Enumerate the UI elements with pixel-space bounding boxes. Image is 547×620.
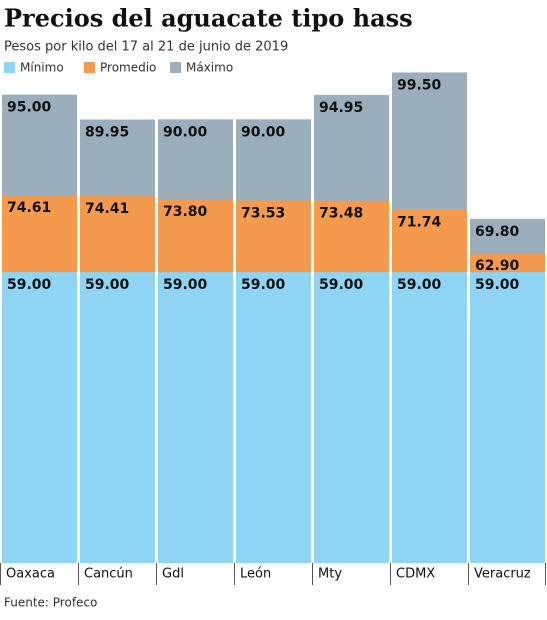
value-label: 89.95 — [85, 125, 129, 141]
x-tick-label: CDMX — [396, 567, 435, 582]
legend-label: Mínimo — [20, 61, 64, 75]
bar — [470, 272, 545, 563]
value-label: 62.90 — [475, 258, 520, 274]
value-label: 59.00 — [85, 277, 130, 293]
chart-subtitle: Pesos por kilo del 17 al 21 de junio de … — [4, 40, 288, 55]
bar — [158, 272, 233, 563]
bar — [236, 272, 311, 563]
legend-swatch — [170, 62, 181, 73]
bar — [314, 272, 389, 563]
value-label: 74.61 — [7, 200, 51, 216]
value-label: 59.00 — [475, 277, 520, 293]
bar — [80, 272, 155, 563]
legend-swatch — [4, 62, 15, 73]
value-label: 90.00 — [241, 124, 286, 140]
value-label: 73.48 — [319, 206, 363, 222]
value-label: 59.00 — [241, 277, 286, 293]
value-label: 90.00 — [163, 124, 208, 140]
x-tick-label: León — [240, 567, 271, 582]
x-tick-label: Veracruz — [474, 567, 531, 582]
value-label: 59.00 — [319, 277, 364, 293]
value-label: 59.00 — [7, 277, 52, 293]
value-label: 69.80 — [475, 224, 520, 240]
bar — [2, 272, 77, 563]
x-tick-label: Mty — [318, 567, 342, 582]
bar — [392, 272, 467, 563]
chart-title: Precios del aguacate tipo hass — [4, 4, 413, 33]
x-tick-label: Cancún — [84, 567, 133, 582]
value-label: 74.41 — [85, 201, 129, 217]
x-tick-label: Oaxaca — [6, 567, 55, 582]
value-label: 99.50 — [397, 77, 442, 93]
value-label: 59.00 — [163, 277, 208, 293]
legend-label: Máximo — [186, 61, 233, 75]
value-label: 71.74 — [397, 214, 442, 230]
value-label: 73.53 — [241, 205, 285, 221]
legend-swatch — [84, 62, 95, 73]
x-tick-label: Gdl — [162, 567, 184, 582]
value-label: 73.80 — [163, 204, 208, 220]
value-label: 95.00 — [7, 100, 52, 116]
source: Fuente: Profeco — [4, 596, 97, 610]
value-label: 94.95 — [319, 100, 363, 116]
legend-label: Promedio — [100, 61, 156, 75]
value-label: 59.00 — [397, 277, 442, 293]
